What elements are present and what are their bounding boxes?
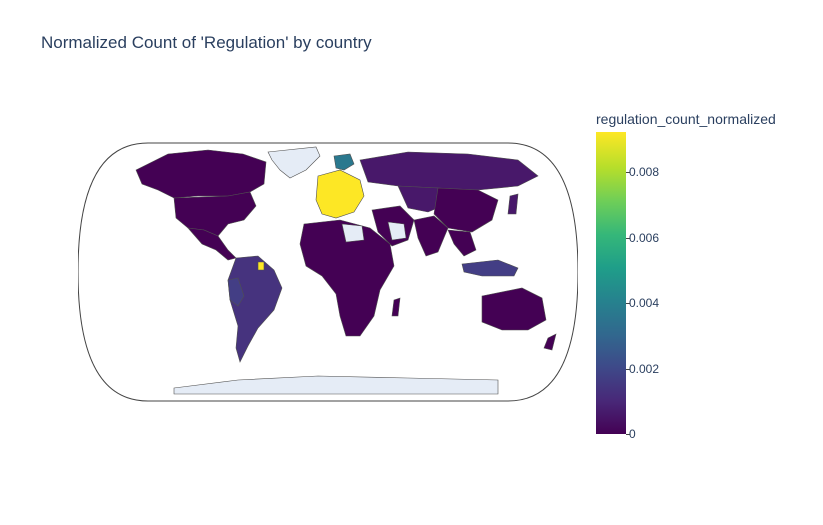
- region-libya[interactable]: [341, 223, 365, 243]
- colorbar-tick-1: 0.002: [629, 362, 660, 376]
- region-greenland[interactable]: [267, 146, 321, 179]
- map-svg: [77, 142, 579, 402]
- region-russia[interactable]: [359, 151, 539, 191]
- region-madagascar[interactable]: [391, 297, 401, 317]
- colorbar-tick-3: 0.006: [629, 231, 660, 245]
- region-new-zealand[interactable]: [543, 333, 557, 351]
- colorbar-tickmark: [626, 238, 630, 239]
- region-usa[interactable]: [173, 191, 257, 237]
- chart-title: Normalized Count of 'Regulation' by coun…: [41, 33, 372, 52]
- region-australia[interactable]: [481, 287, 547, 331]
- world-map[interactable]: [77, 140, 579, 409]
- colorbar-tickmark: [626, 172, 630, 173]
- colorbar-tick-4: 0.008: [629, 165, 660, 179]
- region-suriname[interactable]: [257, 261, 265, 271]
- region-indonesia[interactable]: [461, 259, 519, 277]
- region-antarctica[interactable]: [173, 375, 499, 395]
- colorbar-title: regulation_count_normalized: [596, 111, 776, 127]
- colorbar-tickmark: [626, 434, 630, 435]
- colorbar-tickmark: [626, 303, 630, 304]
- region-india[interactable]: [413, 215, 449, 257]
- region-china[interactable]: [433, 187, 499, 233]
- colorbar-tick-0: 0: [629, 427, 636, 441]
- region-japan[interactable]: [507, 193, 519, 215]
- region-saudi-arabia[interactable]: [387, 221, 407, 241]
- region-peru[interactable]: [227, 277, 245, 307]
- colorbar: [596, 132, 626, 434]
- region-southeast-asia[interactable]: [447, 229, 477, 257]
- colorbar-tickmark: [626, 369, 630, 370]
- region-africa[interactable]: [299, 219, 395, 337]
- colorbar-tick-2: 0.004: [629, 296, 660, 310]
- region-norway[interactable]: [333, 153, 355, 171]
- region-europe[interactable]: [315, 169, 365, 219]
